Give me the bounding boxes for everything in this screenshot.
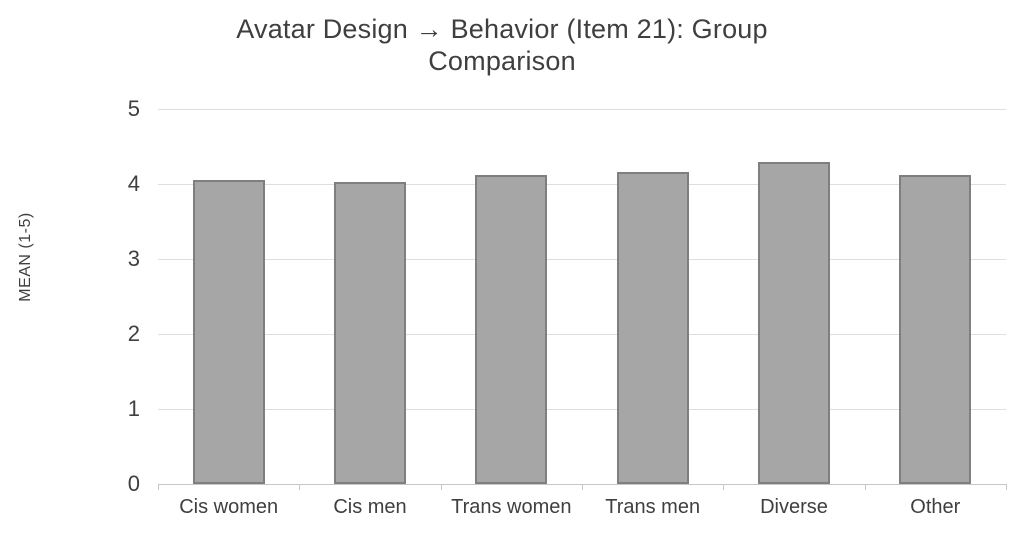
x-axis-tick (582, 484, 583, 490)
plot-area (158, 109, 1007, 490)
x-axis-tick (158, 484, 159, 490)
bar (192, 180, 265, 484)
x-category-label: Diverse (760, 496, 828, 518)
x-category-label: Cis women (179, 496, 279, 518)
x-axis-tick (299, 484, 301, 490)
gridline (158, 109, 1006, 110)
y-tick-label: 1 (127, 396, 140, 421)
chart-title: Avatar Design → Behavior (Item 21): Grou… (236, 14, 768, 76)
gridline (158, 184, 1006, 185)
y-tick-label: 5 (127, 96, 140, 121)
y-tick-label: 4 (127, 171, 140, 196)
gridline (158, 409, 1006, 410)
x-category-label: Trans men (605, 496, 701, 518)
y-tick-label: 0 (127, 471, 140, 496)
bar (758, 162, 830, 484)
x-category-label: Trans women (451, 496, 572, 518)
y-tick-label: 3 (127, 246, 140, 271)
bar (475, 175, 548, 484)
gridline (158, 259, 1006, 260)
gridline (158, 334, 1006, 335)
x-category-label: Other (910, 496, 961, 518)
bar (616, 172, 689, 484)
x-category-label: Cis men (333, 496, 407, 518)
x-axis-tick (723, 484, 725, 490)
x-axis-tick (440, 484, 442, 490)
y-tick-label: 2 (127, 321, 140, 346)
x-axis-tick (864, 484, 866, 490)
bar (899, 175, 972, 484)
x-axis-tick (1006, 484, 1007, 490)
y-axis-label: MEAN (1-5) (17, 212, 34, 302)
bar (334, 181, 406, 484)
